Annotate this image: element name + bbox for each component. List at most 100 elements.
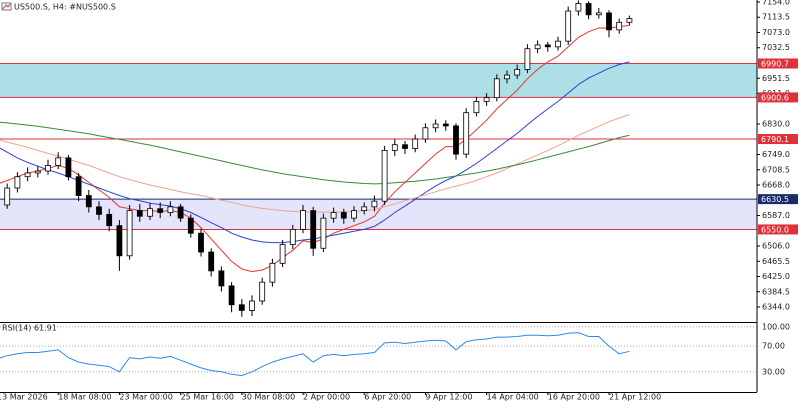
candle-body <box>626 18 633 23</box>
y-tick-label: 7073.0 <box>762 28 790 37</box>
x-tick-label: 23 Mar 00:00 <box>119 393 172 402</box>
x-tick-label: 21 Apr 12:00 <box>609 393 661 402</box>
candle-body <box>432 123 439 129</box>
chart-title: US500.S, H4: #NUS500.S <box>14 3 116 12</box>
level-label: 6790.1 <box>761 135 789 144</box>
candle-body <box>249 300 255 311</box>
y-tick-label: 7154.0 <box>762 0 790 6</box>
level-label: 6550.0 <box>761 225 789 234</box>
x-tick-label: 13 Mar 2026 <box>0 393 48 402</box>
candle-body <box>45 165 51 172</box>
y-tick-label: 6830.0 <box>762 120 790 129</box>
level-zone <box>0 63 757 98</box>
candle-body <box>371 200 378 208</box>
candle-body <box>575 3 582 12</box>
candle-body <box>157 208 164 213</box>
candle-body <box>330 212 337 219</box>
candle-body <box>463 112 470 155</box>
symbol-icon-mark <box>2 3 11 10</box>
candle-body <box>65 157 72 178</box>
x-tick-label: 25 Mar 16:00 <box>181 393 234 402</box>
candle-body <box>381 149 388 202</box>
x-tick-label: 6 Apr 20:00 <box>364 393 411 402</box>
y-tick-label: 6425.0 <box>762 272 790 281</box>
candle-body <box>269 262 276 283</box>
candle-body <box>167 206 174 213</box>
candle-body <box>473 101 480 114</box>
rsi-label: RSI(14) 61.91 <box>2 324 57 333</box>
rsi-line <box>0 332 630 377</box>
candle-body <box>340 212 347 219</box>
candle-body <box>126 210 133 257</box>
candle-body <box>585 3 592 16</box>
level-label: 6990.7 <box>761 59 789 68</box>
y-tick-label: 7113.5 <box>762 13 790 22</box>
rsi-tick-label: 100.00 <box>762 322 790 331</box>
y-tick-label: 6587.0 <box>762 211 790 220</box>
candle-body <box>555 40 561 48</box>
candle-body <box>616 21 623 31</box>
candle-body <box>514 69 521 76</box>
candle-body <box>391 144 398 151</box>
candle-body <box>106 213 113 227</box>
level-label: 6900.6 <box>761 93 789 102</box>
candle-body <box>238 304 245 311</box>
symbol-icon <box>1 2 12 11</box>
candle-body <box>177 206 184 219</box>
candle-body <box>259 281 266 302</box>
x-tick-label: 30 Mar 08:00 <box>242 393 295 402</box>
candle-body <box>412 138 419 149</box>
x-tick-label: 16 Apr 20:00 <box>548 393 600 402</box>
x-tick-label: 9 Apr 12:00 <box>425 393 472 402</box>
y-tick-label: 7032.5 <box>762 43 790 52</box>
y-tick-label: 6708.5 <box>762 165 790 174</box>
candle-body <box>75 176 82 196</box>
candle-body <box>24 172 31 178</box>
candle-body <box>493 78 500 99</box>
candle-body <box>320 217 327 249</box>
candle-body <box>208 251 215 272</box>
plot-area <box>0 0 757 377</box>
candle-body <box>595 12 602 16</box>
candle-body <box>310 210 317 249</box>
candle-body <box>453 125 459 155</box>
candle-body <box>14 176 21 189</box>
candle-body <box>544 44 551 48</box>
candle-body <box>55 157 62 166</box>
candle-body <box>402 144 408 149</box>
candle-body <box>198 232 204 253</box>
y-tick-label: 6344.0 <box>762 303 790 312</box>
x-tick-label: 14 Apr 04:00 <box>487 393 539 402</box>
rsi-tick-label: 70.00 <box>762 342 785 351</box>
candle-body <box>504 74 510 80</box>
candle-body <box>422 127 429 140</box>
candle-body <box>187 217 194 234</box>
x-tick-label: 18 Mar 08:00 <box>58 393 111 402</box>
candle-body <box>228 285 235 306</box>
candle-body <box>136 210 143 217</box>
candle-body <box>116 225 123 257</box>
candle-body <box>85 195 92 208</box>
y-tick-label: 6506.0 <box>762 242 790 251</box>
candle-body <box>565 10 572 42</box>
zones <box>0 62 757 230</box>
level-label: 6630.5 <box>761 195 789 204</box>
candle-body <box>300 210 306 230</box>
candle-body <box>289 229 296 245</box>
candle-body <box>534 44 541 50</box>
candle-body <box>442 123 449 127</box>
y-tick-label: 6951.5 <box>762 74 790 83</box>
candle-body <box>606 12 612 31</box>
candle-body <box>361 206 368 212</box>
candle-body <box>96 206 102 215</box>
moving-average-line <box>0 121 630 185</box>
level-label-box <box>758 194 798 205</box>
y-tick-label: 6749.0 <box>762 150 790 159</box>
level-label-box <box>758 92 798 103</box>
y-tick-label: 6465.5 <box>762 257 790 266</box>
level-label-box <box>758 58 798 69</box>
candle-body <box>351 210 357 219</box>
candle-body <box>483 97 490 102</box>
